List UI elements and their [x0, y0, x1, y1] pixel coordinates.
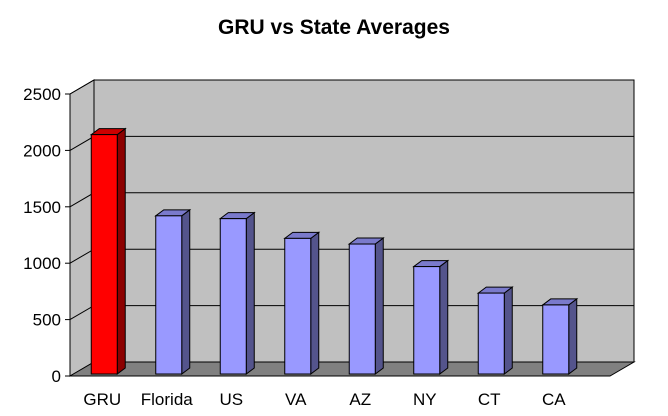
bar-ct	[476, 286, 514, 375]
x-tick-label: US	[219, 390, 243, 409]
y-tick-label: 500	[33, 311, 61, 330]
x-tick-label: VA	[285, 390, 307, 409]
bar-front	[284, 237, 312, 375]
y-tick-label: 1500	[23, 198, 61, 217]
bar-ca	[541, 297, 579, 375]
bar-ny	[412, 259, 450, 375]
x-tick-label: Florida	[141, 390, 194, 409]
x-tick-label: NY	[413, 390, 437, 409]
bars	[89, 127, 579, 375]
x-tick-label: GRU	[83, 390, 121, 409]
bar-side	[116, 127, 126, 375]
chart-title: GRU vs State Averages	[218, 16, 450, 39]
bar-front	[219, 218, 247, 375]
x-tick-label: CT	[478, 390, 501, 409]
bar-front	[542, 304, 570, 375]
bar-side	[503, 286, 513, 375]
bar-side	[568, 297, 578, 375]
x-tick-labels: GRU Florida US VA AZ NY CT CA	[83, 390, 566, 409]
x-tick-label: CA	[542, 390, 566, 409]
bar-front	[477, 292, 505, 375]
bar-us	[218, 211, 256, 375]
side-wall	[69, 79, 95, 377]
bar-florida	[154, 208, 192, 375]
x-tick-label: AZ	[349, 390, 371, 409]
y-tick-label: 0	[52, 367, 61, 386]
bar-side	[374, 237, 384, 375]
axes	[65, 93, 610, 377]
y-tick-label: 2500	[23, 85, 61, 104]
y-tick-label: 2000	[23, 141, 61, 160]
gridline	[69, 79, 634, 95]
y-tick-label: 1000	[23, 254, 61, 273]
bar-side	[181, 208, 191, 375]
bar-gru	[89, 127, 127, 375]
bar-va	[283, 231, 321, 375]
bar-front	[155, 215, 183, 375]
bar-side	[310, 231, 320, 375]
bar-front	[348, 243, 376, 375]
bar-az	[347, 237, 385, 375]
bar-side	[439, 259, 449, 375]
bar-side	[245, 211, 255, 375]
y-tick-labels: 0 500 1000 1500 2000 2500	[23, 85, 61, 386]
bar-front	[90, 134, 118, 375]
bar-front	[413, 266, 441, 375]
